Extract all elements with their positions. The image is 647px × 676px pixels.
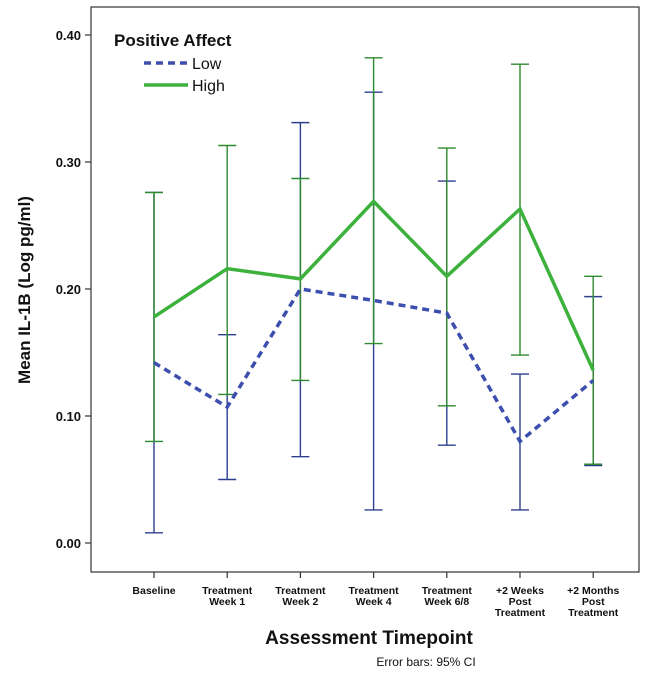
legend-title: Positive Affect [114, 31, 232, 50]
x-tick-label-line: Treatment [568, 607, 619, 619]
x-tick-label: Baseline [132, 585, 175, 597]
y-tick-label: 0.00 [56, 536, 81, 551]
x-tick-label-line: Treatment [422, 585, 473, 597]
x-tick-label-line: Post [582, 596, 605, 608]
y-axis-title: Mean IL-1B (Log pg/ml) [15, 196, 34, 384]
y-tick-label: 0.30 [56, 155, 81, 170]
x-tick-label: Treatment Week 2 [275, 585, 326, 608]
y-tick-label: 0.10 [56, 409, 81, 424]
x-tick-label-line: Treatment [202, 585, 253, 597]
y-tick-label: 0.40 [56, 28, 81, 43]
x-tick-label: Treatment Week 6/8 [422, 585, 473, 608]
x-tick-label-line: Week 4 [356, 596, 392, 608]
x-tick-label-line: Baseline [132, 585, 175, 597]
x-tick-label-line: Treatment [495, 607, 546, 619]
x-tick-label: +2 Weeks Post Treatment [495, 585, 546, 619]
x-tick-label: +2 Months Post Treatment [567, 585, 619, 619]
x-tick-label-line: Week 6/8 [424, 596, 469, 608]
x-tick-label-line: Treatment [275, 585, 326, 597]
x-tick-label: Treatment Week 4 [349, 585, 400, 608]
legend-label-low: Low [192, 56, 222, 73]
x-tick-label-line: +2 Months [567, 585, 619, 597]
x-tick-label-line: Treatment [349, 585, 400, 597]
x-tick-label-line: +2 Weeks [496, 585, 544, 597]
x-tick-label: Treatment Week 1 [202, 585, 253, 608]
legend-label-high: High [192, 78, 225, 95]
legend: Positive Affect Low High [114, 31, 232, 95]
series-line-low [153, 287, 595, 445]
series-line-high [153, 198, 595, 372]
x-tick-label-line: Post [509, 596, 532, 608]
x-tick-label-line: Week 2 [282, 596, 318, 608]
x-tick-label-line: Week 1 [209, 596, 245, 608]
error-bars-note: Error bars: 95% CI [376, 655, 475, 669]
y-tick-label: 0.20 [56, 282, 81, 297]
x-axis-title: Assessment Timepoint [265, 628, 473, 649]
plot-frame [90, 6, 640, 573]
